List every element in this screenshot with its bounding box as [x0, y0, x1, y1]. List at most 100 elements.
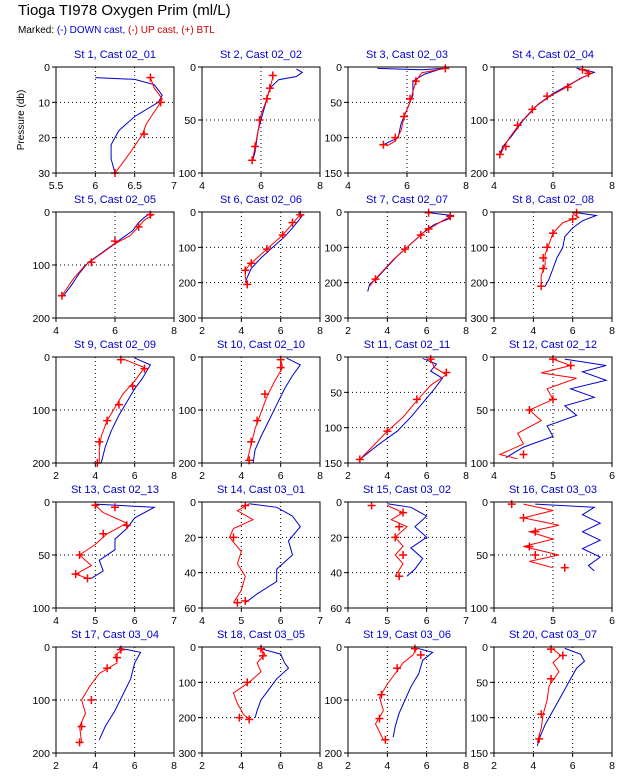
x-tick-label: 7 — [171, 615, 177, 627]
bottle-marker — [525, 542, 534, 551]
y-tick-label: 200 — [32, 313, 50, 325]
bottle-marker — [507, 500, 516, 509]
x-tick-label: 4 — [238, 760, 244, 772]
bottle-marker — [251, 142, 260, 151]
x-tick-label: 4 — [92, 470, 98, 482]
bottle-marker — [537, 710, 546, 719]
plot-frame — [201, 211, 321, 319]
subplot-title: St 1, Cast 02_01 — [74, 49, 156, 61]
x-tick-label: 4 — [238, 325, 244, 337]
bottle-marker — [99, 529, 108, 538]
up-cast-line — [98, 359, 146, 463]
x-tick-label: 8 — [317, 470, 323, 482]
y-tick-label: 0 — [44, 497, 50, 509]
y-tick-label: 200 — [32, 748, 50, 760]
legend-down-cast: (-) DOWN cast, — [56, 25, 126, 36]
y-tick-label: 300 — [178, 313, 196, 325]
x-tick-label: 6 — [404, 180, 410, 192]
bottle-marker — [547, 645, 556, 654]
y-tick-label: 200 — [178, 713, 196, 725]
y-tick-label: 0 — [44, 207, 50, 219]
bottle-marker — [412, 395, 421, 404]
y-tick-label: 0 — [190, 352, 196, 364]
bottle-marker — [543, 243, 552, 252]
x-tick-label: 6 — [424, 325, 430, 337]
x-tick-label: 8 — [171, 325, 177, 337]
plot-frame — [347, 356, 467, 464]
bottle-marker — [146, 73, 155, 82]
subplot-title: St 13, Cast 02_13 — [71, 484, 159, 496]
subplot-title: St 20, Cast 03_07 — [509, 629, 597, 641]
down-cast-line — [98, 647, 142, 741]
down-cast-line — [367, 212, 454, 292]
subplot-17: St 17, Cast 03_04 2 4 6 8 0 100 200 — [32, 629, 177, 772]
up-cast-line — [114, 77, 163, 173]
bottle-marker — [229, 533, 238, 542]
y-tick-label: 100 — [324, 423, 342, 435]
y-tick-label: 300 — [324, 313, 342, 325]
plot-frame — [493, 66, 613, 174]
x-tick-label: 5 — [238, 615, 244, 627]
plot-frame — [201, 66, 321, 174]
bottle-marker — [235, 713, 244, 722]
y-tick-label: 50 — [476, 677, 488, 689]
subplot-title: St 14, Cast 03_01 — [217, 484, 305, 496]
up-cast-line — [536, 648, 562, 743]
subplot-title: St 5, Cast 02_05 — [74, 194, 156, 206]
x-tick-label: 6 — [132, 615, 138, 627]
y-tick-label: 0 — [190, 642, 196, 654]
y-tick-label: 50 — [184, 115, 196, 127]
down-cast-line — [252, 357, 302, 463]
bottle-marker — [568, 215, 577, 224]
bottle-marker — [111, 503, 119, 512]
y-tick-label: 200 — [178, 278, 196, 290]
down-cast-line — [100, 357, 152, 463]
bottle-marker — [393, 664, 402, 673]
x-tick-label: 6 — [112, 325, 118, 337]
y-tick-label: 50 — [476, 405, 488, 417]
y-tick-label: 0 — [190, 497, 196, 509]
down-cast-line — [245, 503, 301, 604]
x-tick-label: 7 — [171, 180, 177, 192]
y-tick-label: 0 — [336, 207, 342, 219]
x-tick-label: 4 — [530, 760, 536, 772]
plot-frame — [493, 211, 613, 319]
subplot-title: St 16, Cast 03_03 — [509, 484, 597, 496]
down-cast-line — [91, 503, 157, 579]
bottle-marker — [379, 140, 388, 149]
y-tick-label: 100 — [324, 242, 342, 254]
y-tick-label: 0 — [336, 642, 342, 654]
x-tick-label: 6 — [132, 470, 138, 482]
up-cast-line — [232, 648, 266, 720]
bottle-marker — [253, 416, 262, 425]
bottle-marker — [401, 245, 410, 254]
x-tick-label: 6 — [278, 615, 284, 627]
y-tick-label: 0 — [190, 207, 196, 219]
bottle-marker — [260, 390, 269, 399]
x-tick-label: 2 — [199, 760, 205, 772]
up-cast-line — [498, 358, 577, 460]
x-tick-label: 6 — [132, 760, 138, 772]
bottle-marker — [75, 738, 84, 747]
up-cast-line — [79, 649, 124, 743]
subplot-title: St 12, Cast 02_12 — [509, 339, 597, 351]
plot-frame — [493, 646, 613, 754]
y-tick-label: 150 — [324, 458, 342, 470]
x-tick-label: 4 — [238, 470, 244, 482]
y-tick-label: 100 — [470, 603, 488, 615]
up-cast-line — [228, 503, 255, 603]
bottle-marker — [501, 142, 510, 151]
down-cast-line — [544, 212, 599, 287]
x-tick-label: 4 — [491, 615, 497, 627]
y-tick-label: 0 — [482, 497, 488, 509]
x-tick-label: 6 — [278, 325, 284, 337]
bottle-marker — [241, 501, 250, 510]
y-tick-label: 100 — [32, 405, 50, 417]
x-tick-label: 7 — [463, 615, 469, 627]
bottle-marker — [248, 156, 257, 165]
bottle-marker — [355, 455, 364, 464]
y-tick-label: 50 — [330, 97, 342, 109]
y-tick-label: 100 — [32, 603, 50, 615]
x-tick-label: 4 — [491, 180, 497, 192]
x-tick-label: 4 — [345, 615, 351, 627]
